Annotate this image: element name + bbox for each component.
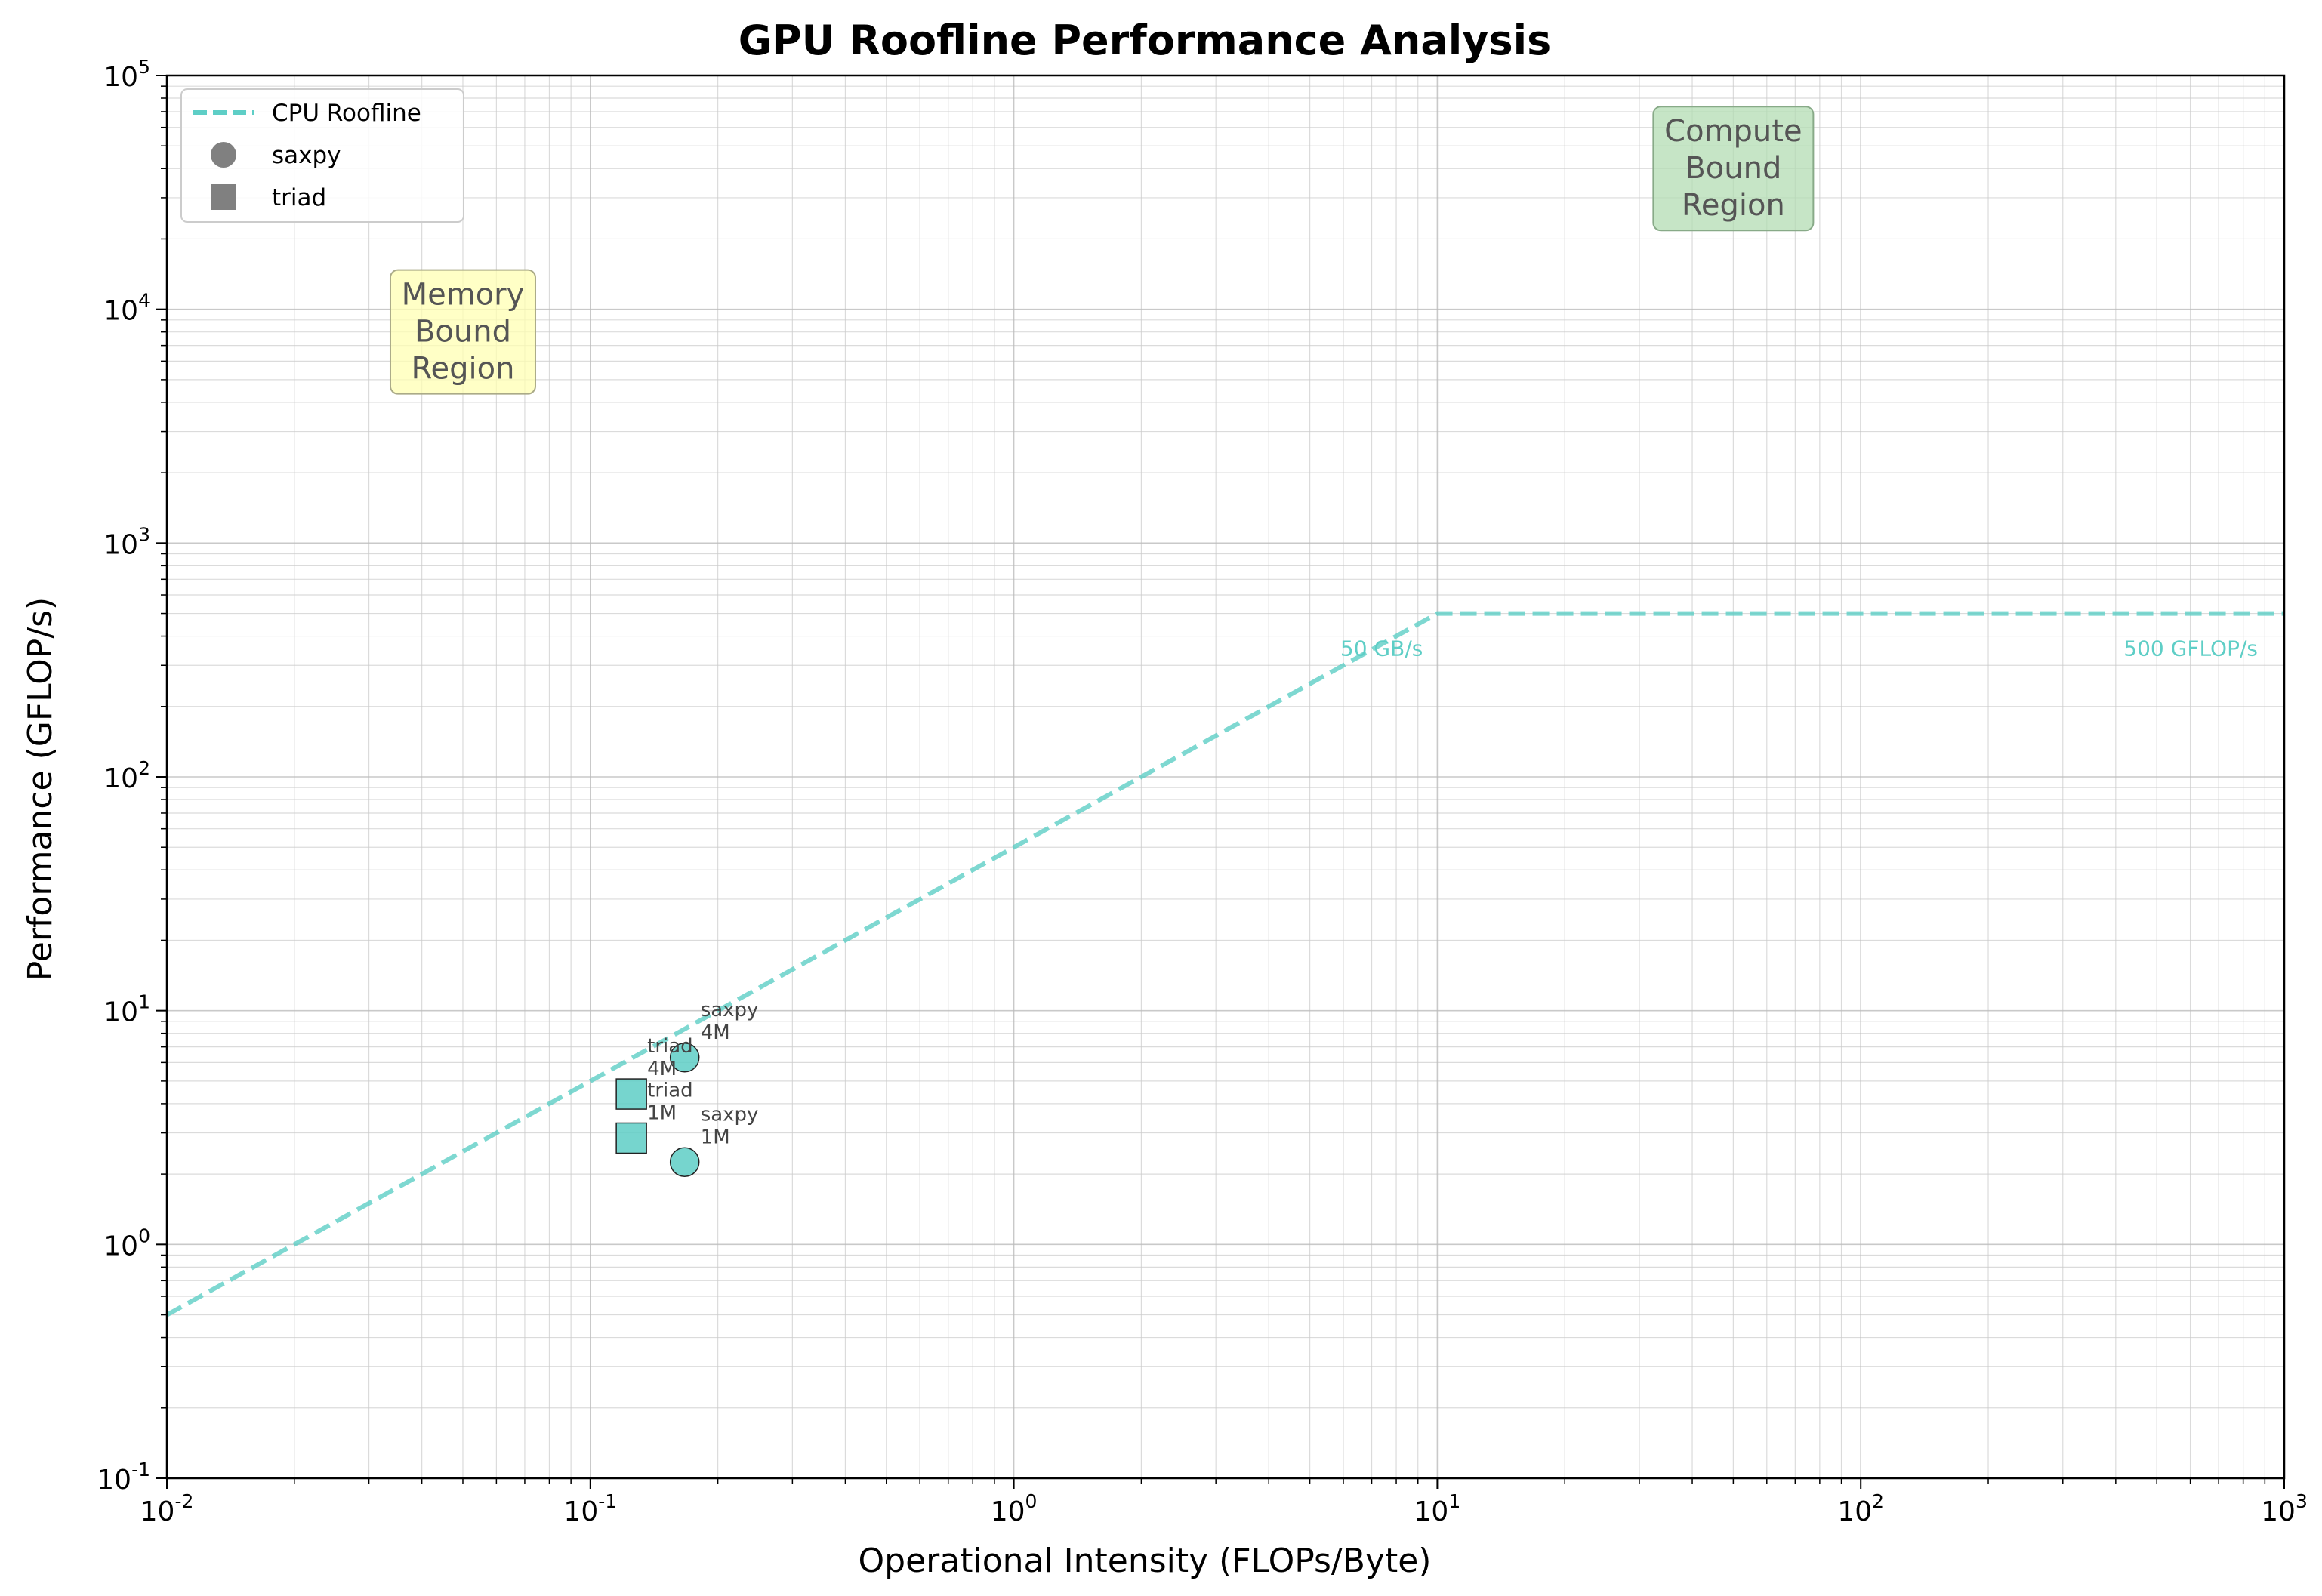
legend-box (180, 88, 464, 223)
region-label-line: Region (1682, 188, 1785, 223)
legend-entry-label: CPU Roofline (272, 100, 421, 127)
legend: CPU Roofline saxpy triad (180, 88, 464, 223)
point-label-kernel: triad (647, 1035, 693, 1058)
legend-swatch-square (211, 184, 236, 210)
point-label-kernel: saxpy (701, 1103, 759, 1126)
point-saxpy-4M (669, 1043, 700, 1073)
chart-title: GPU Roofline Performance Analysis (739, 17, 1552, 64)
region-box (1652, 106, 1815, 232)
point-saxpy-1M (669, 1147, 700, 1178)
roofline-layer: 50 GB/s 500 GFLOP/s (165, 611, 2284, 1317)
y-tick-label: 101 (103, 991, 150, 1028)
x-tick-label: 103 (2261, 1490, 2308, 1527)
point-label-size: 1M (701, 1126, 730, 1148)
region-box (389, 269, 536, 395)
y-tick-label: 10-1 (97, 1459, 150, 1496)
x-tick-label: 10-1 (563, 1490, 617, 1527)
bandwidth-label: 50 GB/s (1340, 636, 1423, 661)
ticks-layer: 10-2 10-1 100 101 102 10310-11001011021031041… (97, 56, 2308, 1527)
region-label-line: Bound (415, 315, 511, 350)
legend-swatch-circle (211, 142, 236, 168)
point-label-kernel: saxpy (701, 999, 759, 1021)
roofline-line (165, 611, 2284, 1317)
y-tick-label: 103 (103, 523, 150, 560)
x-tick-label: 101 (1414, 1490, 1461, 1527)
region-label-line: Memory (402, 278, 525, 313)
y-tick-label: 105 (103, 56, 150, 93)
region-label-line: Bound (1685, 151, 1781, 186)
region-label-line: Compute (1664, 114, 1802, 149)
point-label-size: 4M (647, 1058, 677, 1080)
legend-entry-label: triad (272, 184, 326, 211)
point-label-size: 4M (701, 1021, 730, 1044)
x-tick-label: 102 (1837, 1490, 1884, 1527)
point-label-kernel: triad (647, 1079, 693, 1101)
point-triad-4M (615, 1078, 647, 1110)
y-tick-label: 104 (103, 290, 150, 327)
region-label-line: Region (412, 352, 515, 387)
x-axis-label: Operational Intensity (FLOPs/Byte) (859, 1542, 1432, 1580)
y-tick-label: 100 (103, 1225, 150, 1262)
point-triad-1M (615, 1122, 647, 1154)
y-tick-label: 102 (103, 757, 150, 794)
x-tick-label: 100 (991, 1490, 1038, 1527)
point-label-size: 1M (647, 1101, 677, 1124)
legend-entry-label: saxpy (272, 142, 341, 169)
x-tick-label: 10-2 (140, 1490, 194, 1527)
y-axis-label: Performance (GFLOP/s) (21, 597, 60, 981)
peak-label: 500 GFLOP/s (2123, 636, 2258, 661)
